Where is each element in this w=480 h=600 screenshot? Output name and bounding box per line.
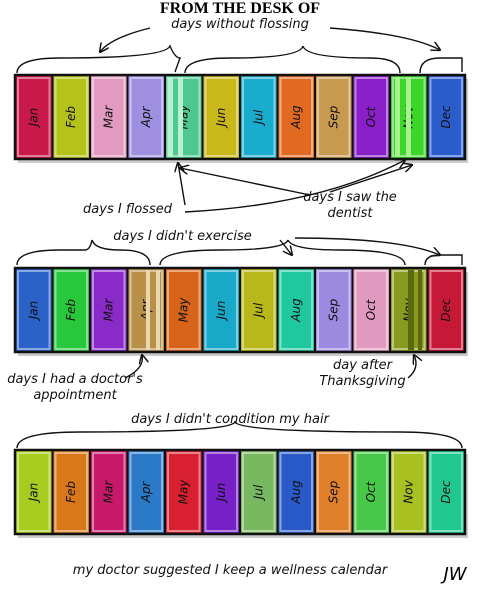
month-label: Jul [251,484,265,501]
month-block [351,449,391,535]
month-rim [429,77,463,157]
row-frame [13,448,467,536]
month-label: Sep [326,298,340,321]
annotation: days I didn't exercise [113,229,252,244]
month-rim [54,452,88,532]
annotation: days I flossed [83,202,172,217]
month-rim [167,270,201,350]
month-label: Jan [26,301,40,322]
month-rim [317,452,351,532]
calendar-rows: Jan Feb Mar Apr May Jun Jul Aug Sep Oct Nov Dec Jan F… [13,73,468,538]
month-rim [204,452,238,532]
month-label: May [176,479,190,505]
month-label: Apr [139,299,153,322]
month-rim [317,77,351,157]
month-block [14,267,54,353]
month-block [51,449,91,535]
month-rim [317,270,351,350]
month-rim [429,452,463,532]
month-label: Jan [26,483,40,504]
month-rim [242,77,276,157]
annotation: days I saw the dentist [303,190,397,221]
month-label: Feb [64,481,78,503]
month-label: Aug [289,105,303,130]
month-rim [279,452,313,532]
month-label: Aug [289,298,303,323]
month-rim [92,77,126,157]
month-rim [242,270,276,350]
month-rim [54,77,88,157]
month-rim [17,270,51,350]
month-block [314,267,354,353]
month-block [164,267,204,353]
month-label: Oct [364,298,378,320]
annotation: days I had a doctor's appointment [7,372,143,403]
signature: JW [440,564,467,585]
month-label: Mar [101,105,115,129]
month-label: Oct [364,480,378,502]
month-rim [429,270,463,350]
month-block [14,74,54,160]
annotation: days without flossing [171,17,309,32]
month-rim [279,77,313,157]
month-rim [167,452,201,532]
month-label: Feb [64,106,78,128]
month-rim [354,77,388,157]
month-label: Apr [139,106,153,129]
month-rim [129,77,163,157]
row-frame [13,266,467,354]
month-label: Jun [214,108,228,129]
lines [16,27,463,449]
month-label: Jul [251,109,265,126]
month-label: Dec [439,105,453,129]
annotation: days I didn't condition my hair [131,412,329,427]
month-block [164,449,204,535]
month-label: May [176,297,190,323]
month-label: Mar [101,480,115,504]
month-rim [204,270,238,350]
month-label: Jan [26,108,40,129]
month-rim [242,452,276,532]
row-frame [13,73,467,161]
month-label: Sep [326,480,340,503]
month-block [276,74,316,160]
month-rim [54,270,88,350]
month-label: Apr [139,481,153,504]
header-title: FROM THE DESK OF [159,0,321,17]
month-rim [204,77,238,157]
month-label: Dec [439,480,453,504]
month-label: Nov [401,479,415,503]
month-rim [17,452,51,532]
month-label: Mar [101,298,115,322]
annotation: day after Thanksgiving [319,358,406,389]
month-label: Aug [289,480,303,505]
month-label: Jul [251,302,265,319]
month-rim [92,270,126,350]
month-rim [92,452,126,532]
month-rim [354,452,388,532]
month-label: Dec [439,298,453,322]
month-block [239,267,279,353]
month-label: Jun [214,483,228,504]
month-rim [129,452,163,532]
caption: my doctor suggested I keep a wellness ca… [72,563,388,578]
month-rim [392,452,426,532]
month-rim [354,270,388,350]
month-rim [17,77,51,157]
month-rim [279,270,313,350]
month-block [426,449,466,535]
stripes [146,77,422,350]
month-label: Feb [64,299,78,321]
month-label: Jun [214,301,228,322]
month-label: Oct [364,105,378,127]
month-label: Sep [326,105,340,128]
